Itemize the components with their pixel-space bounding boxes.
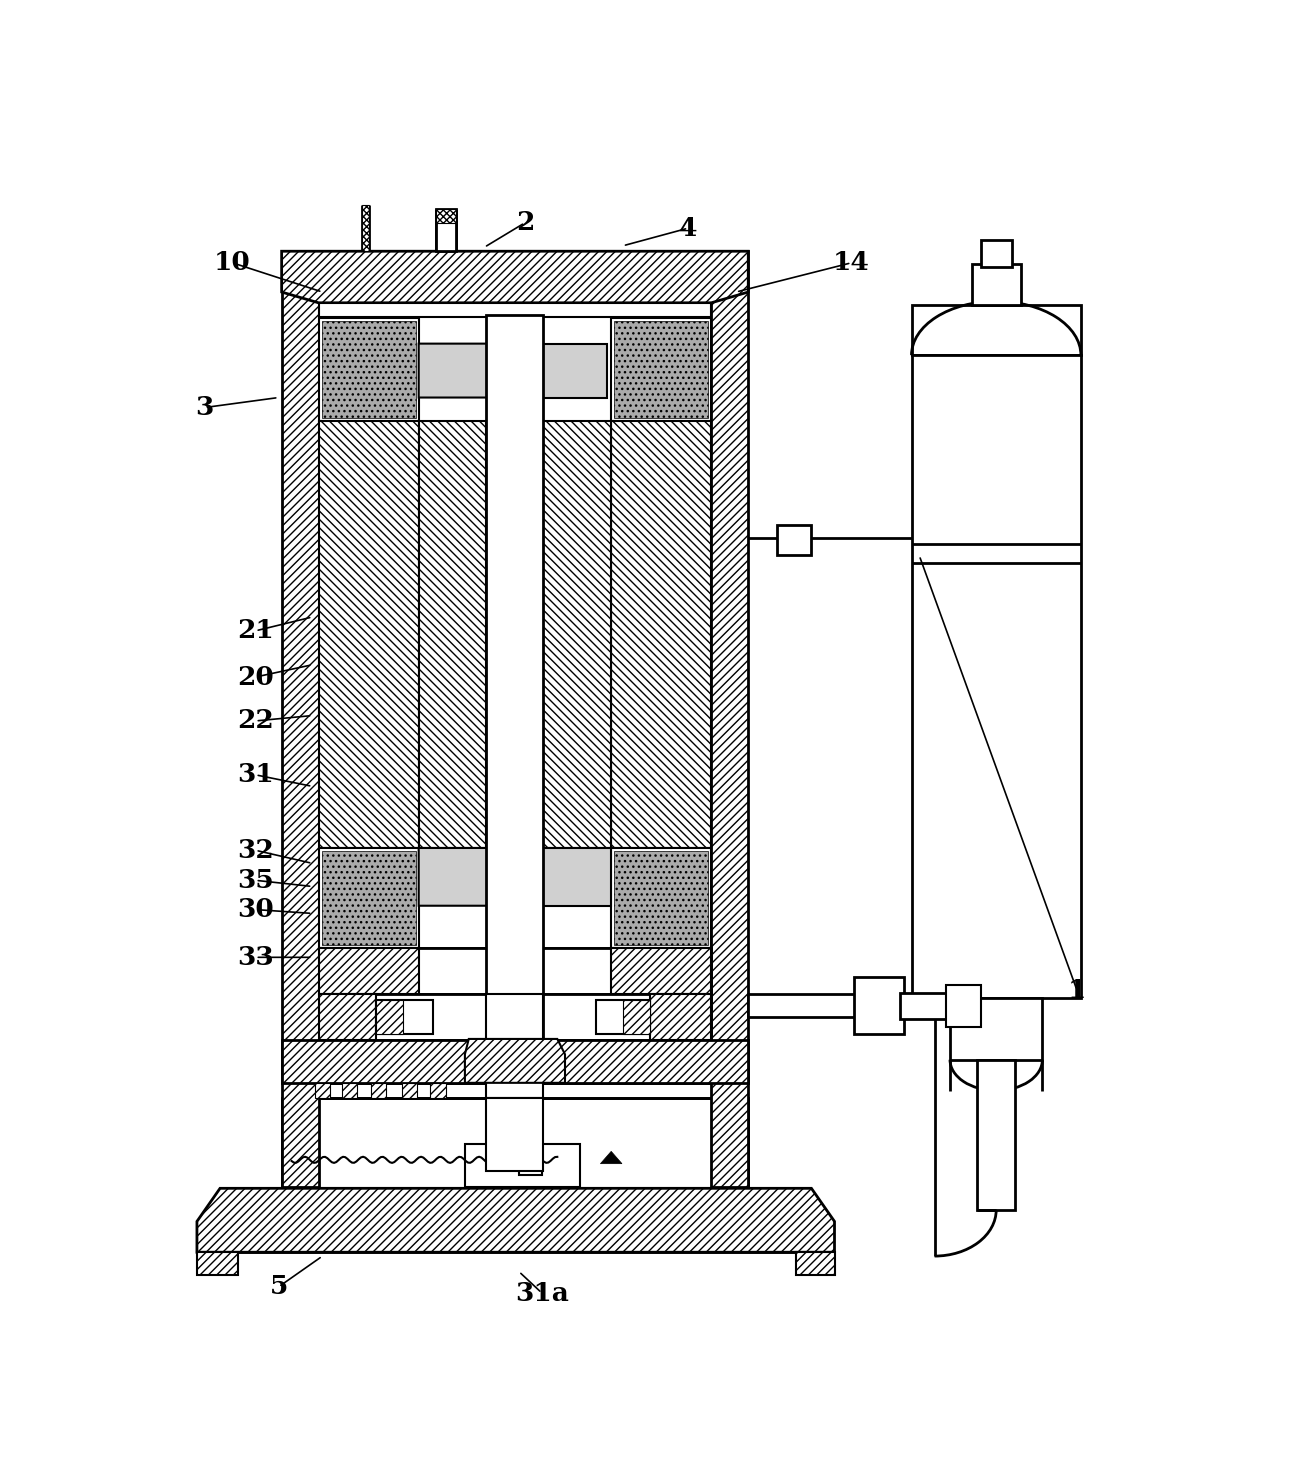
Polygon shape [435, 209, 456, 251]
Polygon shape [319, 318, 418, 420]
Polygon shape [749, 994, 857, 1018]
Polygon shape [615, 322, 709, 417]
Polygon shape [377, 1000, 432, 1034]
Polygon shape [281, 251, 319, 1187]
Polygon shape [528, 847, 611, 905]
Polygon shape [487, 315, 544, 1067]
Polygon shape [342, 1083, 358, 1098]
Polygon shape [319, 948, 711, 994]
Polygon shape [487, 1098, 544, 1171]
Text: 20: 20 [238, 665, 274, 690]
Text: 1: 1 [1068, 978, 1086, 1003]
Polygon shape [321, 850, 416, 945]
Polygon shape [465, 1144, 581, 1187]
Text: 22: 22 [238, 708, 274, 733]
Polygon shape [435, 209, 456, 223]
Polygon shape [198, 1189, 834, 1252]
Polygon shape [615, 850, 709, 945]
Polygon shape [611, 948, 711, 994]
Text: 31a: 31a [515, 1281, 569, 1306]
Polygon shape [600, 1152, 622, 1163]
Polygon shape [377, 1000, 403, 1034]
Polygon shape [319, 303, 711, 316]
Text: 31: 31 [238, 763, 274, 788]
Polygon shape [711, 251, 749, 1187]
Polygon shape [977, 1060, 1016, 1209]
Text: 2: 2 [516, 211, 534, 236]
Polygon shape [319, 994, 711, 1040]
Polygon shape [319, 994, 377, 1040]
Polygon shape [319, 948, 418, 994]
Polygon shape [363, 205, 369, 251]
Polygon shape [487, 994, 544, 1098]
Polygon shape [900, 993, 950, 1020]
Polygon shape [418, 420, 487, 847]
Polygon shape [649, 994, 711, 1040]
Polygon shape [853, 978, 904, 1034]
Polygon shape [544, 420, 611, 847]
Polygon shape [281, 1098, 749, 1189]
Text: 10: 10 [214, 251, 250, 275]
Polygon shape [981, 240, 1012, 267]
Text: 21: 21 [238, 619, 274, 644]
Polygon shape [797, 1252, 834, 1275]
Polygon shape [402, 1083, 417, 1098]
Polygon shape [371, 1083, 386, 1098]
Polygon shape [596, 1000, 649, 1034]
Polygon shape [519, 1144, 542, 1175]
Polygon shape [911, 355, 1081, 999]
Text: 4: 4 [679, 215, 697, 240]
Polygon shape [946, 985, 981, 1027]
Polygon shape [611, 847, 711, 948]
Polygon shape [319, 847, 418, 948]
Polygon shape [430, 1083, 445, 1098]
Polygon shape [418, 847, 497, 905]
Polygon shape [611, 318, 711, 420]
Polygon shape [611, 420, 711, 847]
Polygon shape [281, 251, 749, 303]
Text: 14: 14 [833, 251, 870, 275]
Text: 35: 35 [238, 868, 274, 893]
Text: 5: 5 [270, 1275, 288, 1300]
Polygon shape [777, 524, 812, 555]
Polygon shape [622, 1000, 649, 1034]
Polygon shape [950, 999, 1042, 1060]
Polygon shape [198, 1252, 238, 1275]
Polygon shape [321, 322, 416, 417]
Polygon shape [911, 306, 1081, 355]
Polygon shape [281, 1040, 749, 1083]
Polygon shape [465, 1039, 565, 1083]
Polygon shape [972, 264, 1021, 306]
Text: 33: 33 [238, 945, 274, 971]
Polygon shape [418, 344, 496, 398]
Polygon shape [531, 344, 607, 398]
Text: 30: 30 [238, 898, 274, 922]
Polygon shape [319, 420, 418, 847]
Text: 3: 3 [195, 395, 214, 420]
Polygon shape [315, 1083, 330, 1098]
Text: 32: 32 [238, 838, 274, 862]
